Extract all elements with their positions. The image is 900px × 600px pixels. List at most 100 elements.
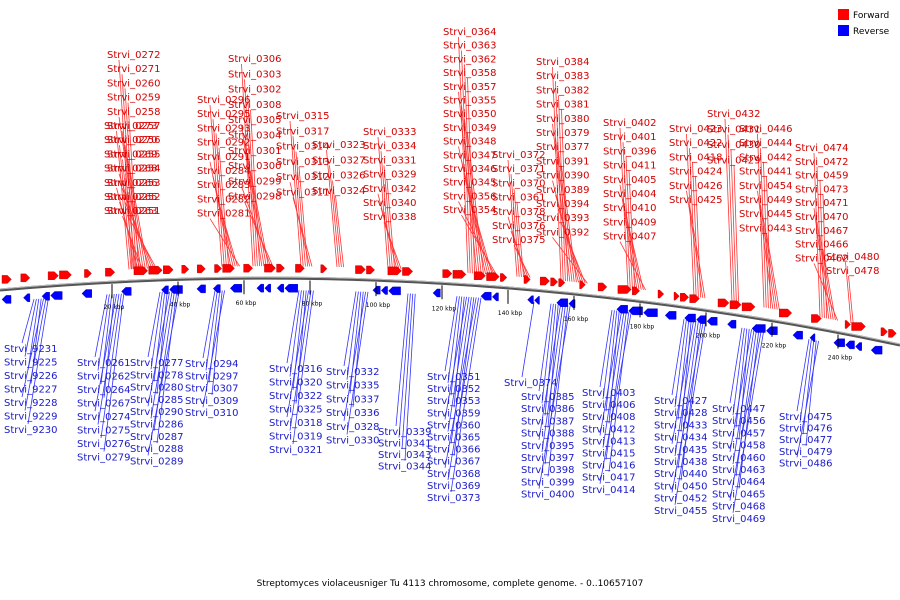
reverse-leader-line: [599, 312, 632, 484]
reverse-leader-line: [450, 297, 472, 444]
forward-gene-label: Strvi_0362: [443, 54, 497, 65]
reverse-leader-line: [674, 320, 697, 457]
forward-gene-label: Strvi_0283: [197, 180, 251, 191]
forward-leader-line: [513, 245, 531, 278]
reverse-gene-label: Strvi_0365: [427, 433, 481, 444]
reverse-gene-arrow: [628, 306, 643, 316]
forward-gene-arrow: [59, 270, 72, 280]
reverse-leader-line: [735, 330, 757, 477]
reverse-leader-line: [343, 291, 357, 367]
forward-leader-line: [552, 66, 562, 281]
forward-gene-label: Strvi_0382: [536, 85, 590, 96]
forward-gene-arrow: [741, 302, 756, 312]
reverse-leader-line: [680, 320, 692, 432]
forward-gene-label: Strvi_0301: [228, 146, 282, 157]
reverse-gene-label: Strvi_0321: [269, 445, 323, 456]
reverse-leader-line: [605, 310, 618, 412]
reverse-leader-line: [202, 290, 225, 408]
forward-gene-label: Strvi_0304: [228, 131, 282, 142]
forward-gene-label: Strvi_0270: [104, 135, 158, 146]
forward-gene-arrow: [473, 271, 486, 280]
forward-leader-line: [326, 149, 338, 268]
forward-leader-line: [380, 151, 391, 269]
forward-gene-label: Strvi_0333: [363, 127, 417, 138]
forward-leader-line: [848, 275, 854, 324]
forward-gene-label: Strvi_0418: [669, 152, 723, 163]
reverse-gene-arrow: [527, 295, 534, 304]
forward-gene-label: Strvi_0392: [536, 227, 590, 238]
reverse-gene-label: Strvi_0336: [326, 408, 380, 419]
reverse-gene-label: Strvi_0290: [130, 407, 184, 418]
forward-gene-arrow: [243, 264, 253, 273]
reverse-leader-line: [202, 290, 216, 359]
reverse-leader-line: [538, 304, 561, 440]
reverse-gene-label: Strvi_0406: [582, 400, 636, 411]
reverse-gene-label: Strvi_0374: [504, 378, 558, 389]
reverse-gene-label: Strvi_0399: [521, 477, 575, 488]
forward-gene-label: Strvi_0299: [228, 176, 282, 187]
reverse-gene-label: Strvi_0373: [427, 493, 481, 504]
forward-gene-arrow: [779, 308, 793, 318]
forward-leader-line: [813, 208, 830, 319]
reverse-leader-line: [541, 303, 554, 404]
forward-leader-line: [757, 133, 765, 308]
reverse-gene-label: Strvi_0463: [712, 465, 766, 476]
reverse-gene-arrow: [870, 345, 883, 355]
forward-gene-arrow: [197, 264, 206, 274]
forward-leader-line: [122, 159, 134, 270]
forward-gene-arrow: [133, 266, 148, 275]
reverse-gene-label: Strvi_0369: [427, 481, 481, 492]
reverse-gene-arrow: [161, 285, 169, 295]
forward-labels: Strvi_0272 Strvi_0271 Strvi_0260 Strvi_0259…: [104, 27, 880, 277]
reverse-leader-line: [799, 339, 812, 423]
forward-gene-label: Strvi_0338: [363, 212, 417, 223]
forward-leader-line: [555, 137, 573, 282]
forward-gene-arrow: [295, 264, 305, 273]
forward-gene-arrow: [550, 277, 558, 287]
reverse-leader-line: [802, 339, 815, 435]
forward-gene-label: Strvi_0292: [197, 138, 251, 149]
scale-tick-label: 20 kbp: [104, 304, 125, 311]
forward-gene-label: Strvi_0342: [363, 184, 417, 195]
reverse-gene-arrow: [121, 287, 132, 296]
reverse-gene-label: Strvi_0328: [326, 422, 380, 433]
reverse-gene-arrow: [81, 289, 92, 298]
reverse-gene-label: Strvi_0262: [77, 372, 131, 383]
forward-gene-label: Strvi_0263: [104, 206, 158, 217]
reverse-leader-line: [671, 320, 694, 444]
forward-gene-label: Strvi_0355: [443, 96, 497, 107]
forward-gene-arrow: [729, 300, 742, 309]
forward-leader-line: [292, 197, 313, 267]
reverse-gene-label: Strvi_0456: [712, 416, 766, 427]
forward-gene-label: Strvi_0311: [276, 188, 330, 199]
forward-leader-line: [766, 233, 780, 311]
reverse-leader-line: [538, 305, 571, 489]
reverse-leader-line: [295, 290, 307, 404]
reverse-gene-label: Strvi_0309: [185, 396, 239, 407]
reverse-gene-label: Strvi_0415: [582, 449, 636, 460]
reverse-gene-arrow: [706, 317, 718, 326]
forward-leader-line: [845, 261, 852, 324]
reverse-gene-label: Strvi_0279: [77, 453, 131, 464]
forward-leader-line: [763, 219, 778, 310]
forward-gene-arrow: [452, 270, 467, 279]
reverse-leader-line: [289, 290, 312, 431]
forward-gene-label: Strvi_0431: [707, 125, 761, 136]
forward-gene-label: Strvi_0441: [739, 167, 793, 178]
reverse-gene-label: Strvi_0294: [185, 359, 239, 370]
forward-leader-line: [724, 118, 733, 303]
reverse-gene-arrow: [229, 284, 243, 293]
reverse-leader-line: [447, 296, 460, 384]
forward-gene-label: Strvi_0331: [363, 155, 417, 166]
forward-leader-line: [561, 223, 586, 284]
reverse-leader-line: [21, 299, 35, 344]
forward-leader-line: [383, 165, 393, 269]
forward-gene-label: Strvi_0253: [107, 178, 161, 189]
reverse-gene-label: Strvi_0287: [130, 432, 184, 443]
forward-leader-line: [555, 81, 564, 281]
forward-leader-line: [689, 148, 697, 297]
reverse-gene-label: Strvi_0322: [269, 391, 323, 402]
forward-leader-line: [628, 227, 644, 290]
reverse-gene-label: Strvi_0475: [779, 412, 833, 423]
reverse-gene-arrow: [432, 288, 441, 298]
